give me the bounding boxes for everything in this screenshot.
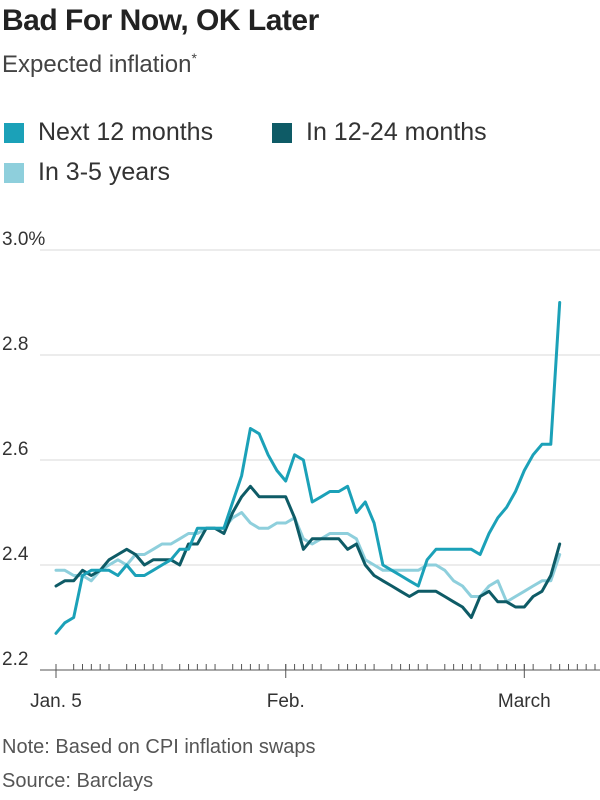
series-line-2: [54, 511, 562, 604]
legend-swatch-3-5-years: [4, 162, 24, 183]
x-axis: [40, 664, 600, 678]
y-tick-label: 2.8: [2, 334, 28, 355]
legend-item-next-12-months: Next 12 months: [4, 118, 213, 147]
chart-subtitle: Expected inflation*: [2, 50, 197, 79]
legend-label-12-24-months: In 12-24 months: [306, 118, 487, 146]
footnote: Note: Based on CPI inflation swaps: [2, 736, 316, 758]
subtitle-text: Expected inflation: [2, 51, 192, 78]
x-tick-label: Feb.: [267, 691, 305, 712]
grid-lines: [40, 249, 600, 566]
series-line-0: [54, 301, 562, 635]
y-tick-label: 2.2: [2, 649, 28, 670]
y-tick-label: 2.4: [2, 544, 29, 565]
legend-label-next-12-months: Next 12 months: [38, 118, 214, 146]
legend-item-12-24-months: In 12-24 months: [272, 118, 487, 147]
subtitle-footnote-mark: *: [191, 50, 197, 66]
x-tick-label: Jan. 5: [30, 691, 82, 712]
chart-title: Bad For Now, OK Later: [2, 4, 319, 37]
series-lines: [54, 301, 562, 635]
y-tick-label: 2.6: [2, 439, 28, 460]
legend-label-3-5-years: In 3-5 years: [38, 158, 171, 186]
y-tick-label: 3.0%: [2, 229, 45, 250]
legend-swatch-next-12-months: [4, 122, 24, 143]
legend-swatch-12-24-months: [272, 122, 292, 143]
source-line: Source: Barclays: [2, 770, 154, 792]
series-line-1: [54, 484, 562, 619]
legend-item-3-5-years: In 3-5 years: [4, 158, 170, 187]
x-tick-label: March: [498, 691, 551, 712]
